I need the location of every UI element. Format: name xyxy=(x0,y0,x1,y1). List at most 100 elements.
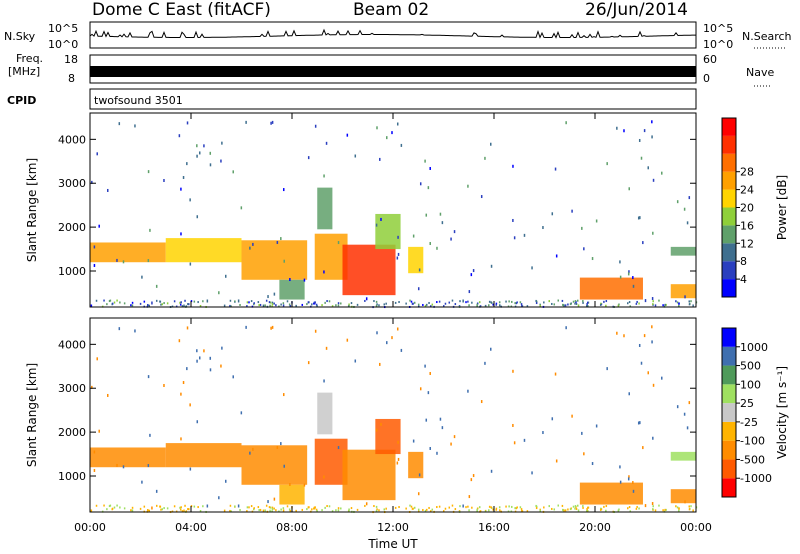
data-point xyxy=(618,508,620,511)
data-point xyxy=(364,504,366,507)
data-point xyxy=(209,151,212,155)
data-point xyxy=(340,507,342,510)
data-point xyxy=(197,506,199,509)
data-point xyxy=(109,299,112,302)
data-point xyxy=(683,412,686,416)
data-point xyxy=(567,303,569,306)
data-point xyxy=(571,414,573,418)
data-point xyxy=(288,508,291,511)
data-point xyxy=(187,508,189,511)
data-point xyxy=(688,196,691,200)
data-point xyxy=(511,300,513,303)
data-point xyxy=(676,405,679,409)
data-point xyxy=(147,375,150,379)
data-point xyxy=(462,299,464,303)
data-point xyxy=(271,120,274,124)
y-tick-label: 2000 xyxy=(58,221,86,234)
colorbar-segment xyxy=(722,135,736,154)
data-point xyxy=(375,300,378,303)
data-point xyxy=(189,467,192,471)
data-point xyxy=(581,431,583,435)
data-point xyxy=(617,509,620,512)
data-point xyxy=(553,303,556,306)
data-point xyxy=(385,302,387,305)
data-point xyxy=(470,478,473,482)
data-point xyxy=(467,184,469,188)
data-point xyxy=(467,505,469,508)
data-point xyxy=(130,304,132,307)
data-point xyxy=(160,303,162,306)
colorbar-segment xyxy=(722,189,736,208)
data-point xyxy=(543,506,545,509)
data-point xyxy=(429,305,432,308)
data-point xyxy=(143,505,146,508)
data-point xyxy=(523,233,526,237)
data-point xyxy=(386,341,388,345)
data-point xyxy=(225,274,227,278)
data-point xyxy=(262,304,265,307)
x-tick-label: 20:00 xyxy=(579,521,611,534)
data-point xyxy=(323,475,325,479)
data-point xyxy=(229,504,232,507)
data-point xyxy=(476,305,478,308)
data-point xyxy=(365,297,368,301)
data-point xyxy=(642,241,644,245)
data-point xyxy=(147,464,150,468)
data-point xyxy=(271,303,274,306)
data-point xyxy=(632,284,635,288)
data-point xyxy=(488,505,491,508)
data-point xyxy=(163,178,165,182)
data-point xyxy=(134,329,136,333)
data-point xyxy=(182,381,185,385)
data-point xyxy=(376,331,378,335)
data-point xyxy=(335,509,337,512)
data-point xyxy=(202,505,204,508)
data-point xyxy=(606,162,608,166)
data-region xyxy=(317,187,333,230)
x-tick-label: 16:00 xyxy=(478,521,510,534)
data-point xyxy=(490,142,492,146)
y-tick-label: 3000 xyxy=(58,382,86,395)
colorbar-segment xyxy=(722,346,736,366)
data-point xyxy=(141,275,143,279)
nsearch-bottom-tick: 10^0 xyxy=(703,38,733,51)
data-point xyxy=(628,506,631,509)
colorbar-label: Power [dB] xyxy=(775,175,789,240)
data-point xyxy=(627,302,629,305)
y-tick-label: 4000 xyxy=(58,133,86,146)
data-point xyxy=(239,508,241,511)
freq-top-tick: 18 xyxy=(64,53,78,66)
data-point xyxy=(325,346,328,350)
data-point xyxy=(647,371,649,375)
data-point xyxy=(269,509,271,512)
data-point xyxy=(180,301,182,304)
data-point xyxy=(223,304,226,307)
data-point xyxy=(356,508,359,511)
data-point xyxy=(286,505,289,508)
data-point xyxy=(426,303,428,306)
data-point xyxy=(218,291,220,295)
data-point xyxy=(181,510,184,513)
data-point xyxy=(271,305,273,308)
data-point xyxy=(280,303,282,306)
data-point xyxy=(510,510,513,513)
data-point xyxy=(180,187,182,191)
data-point xyxy=(429,241,431,245)
beam-title: Beam 02 xyxy=(353,0,429,20)
data-point xyxy=(325,141,328,145)
data-point xyxy=(417,492,420,496)
data-point xyxy=(658,504,660,507)
data-point xyxy=(551,212,554,216)
data-point xyxy=(429,371,431,375)
data-region xyxy=(279,279,305,300)
colorbar-tick-label: 16 xyxy=(740,219,754,232)
data-point xyxy=(619,260,621,264)
data-point xyxy=(155,299,158,302)
data-point xyxy=(337,507,340,510)
data-point xyxy=(551,507,553,510)
data-point xyxy=(587,301,590,304)
data-point xyxy=(448,301,451,304)
data-point xyxy=(324,506,326,509)
data-point xyxy=(221,141,223,145)
data-point xyxy=(365,502,368,506)
